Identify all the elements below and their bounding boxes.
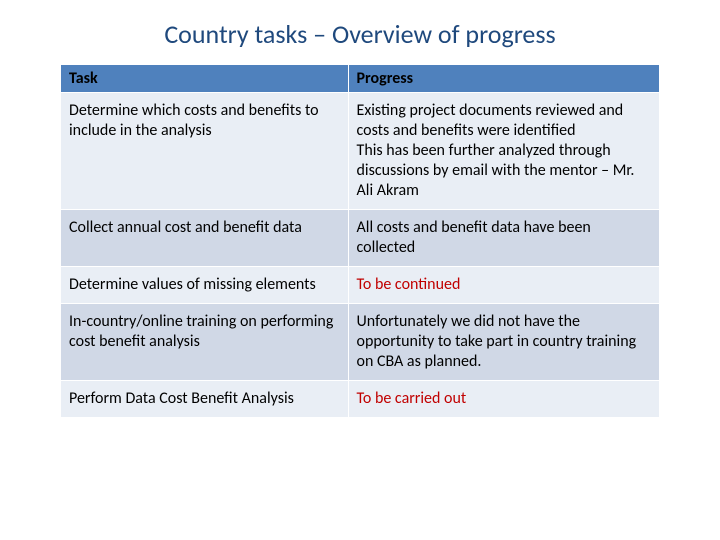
page-title: Country tasks – Overview of progress [60, 18, 660, 50]
table-header-row: Task Progress [61, 65, 660, 93]
progress-cell: To be continued [348, 267, 659, 304]
table-body: Determine which costs and benefits to in… [61, 93, 660, 418]
table-row: Collect annual cost and benefit dataAll … [61, 210, 660, 267]
col-header-task: Task [61, 65, 349, 93]
task-cell: Determine values of missing elements [61, 267, 349, 304]
table-row: Determine which costs and benefits to in… [61, 93, 660, 210]
progress-cell: All costs and benefit data have been col… [348, 210, 659, 267]
table-row: Perform Data Cost Benefit AnalysisTo be … [61, 381, 660, 418]
slide: Country tasks – Overview of progress Tas… [0, 0, 720, 540]
progress-cell: Existing project documents reviewed and … [348, 93, 659, 210]
task-cell: Perform Data Cost Benefit Analysis [61, 381, 349, 418]
table-row: Determine values of missing elementsTo b… [61, 267, 660, 304]
progress-cell: Unfortunately we did not have the opport… [348, 304, 659, 381]
progress-cell: To be carried out [348, 381, 659, 418]
col-header-progress: Progress [348, 65, 659, 93]
task-cell: Collect annual cost and benefit data [61, 210, 349, 267]
task-cell: Determine which costs and benefits to in… [61, 93, 349, 210]
task-cell: In-country/online training on performing… [61, 304, 349, 381]
table-row: In-country/online training on performing… [61, 304, 660, 381]
progress-table: Task Progress Determine which costs and … [60, 64, 660, 418]
